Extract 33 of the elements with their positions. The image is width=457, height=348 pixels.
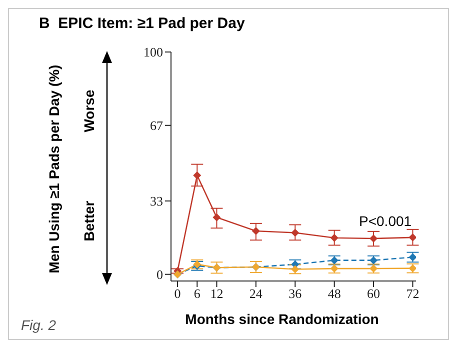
x-tick-label: 60 <box>367 286 380 302</box>
point <box>408 233 416 242</box>
text: Men Using ≥1 Pads per Day (%) <box>46 64 62 274</box>
annotation: P<0.001 <box>359 213 412 229</box>
y-tick-label: 100 <box>144 44 163 60</box>
x-tick-label: 48 <box>328 286 341 302</box>
x-tick-label: 36 <box>288 286 302 302</box>
text: Better <box>81 200 97 242</box>
y-tick-label: 0 <box>156 266 163 282</box>
x-tick-label: 0 <box>174 286 181 302</box>
point <box>330 264 338 273</box>
point <box>291 265 300 274</box>
x-tick-label: 12 <box>210 286 224 302</box>
point <box>370 264 378 273</box>
x-tick-label: 24 <box>249 286 263 302</box>
point <box>252 226 260 235</box>
y-tick-label: 33 <box>150 194 163 209</box>
point <box>330 234 338 242</box>
point <box>330 256 338 264</box>
x-tick-label: 6 <box>194 286 201 302</box>
point <box>370 234 378 243</box>
x-tick-label: 72 <box>406 286 420 302</box>
x-axis-title: Months since Randomization <box>184 311 380 327</box>
y-tick-label: 67 <box>150 118 164 133</box>
point <box>370 256 378 264</box>
caption: Fig. 2 <box>21 317 56 333</box>
point <box>291 228 300 237</box>
point <box>212 213 221 222</box>
point <box>408 253 416 262</box>
point <box>193 171 202 180</box>
text: Worse <box>81 90 97 132</box>
point <box>408 264 416 272</box>
chart-title: B EPIC Item: ≥1 Pad per Day <box>39 15 245 32</box>
